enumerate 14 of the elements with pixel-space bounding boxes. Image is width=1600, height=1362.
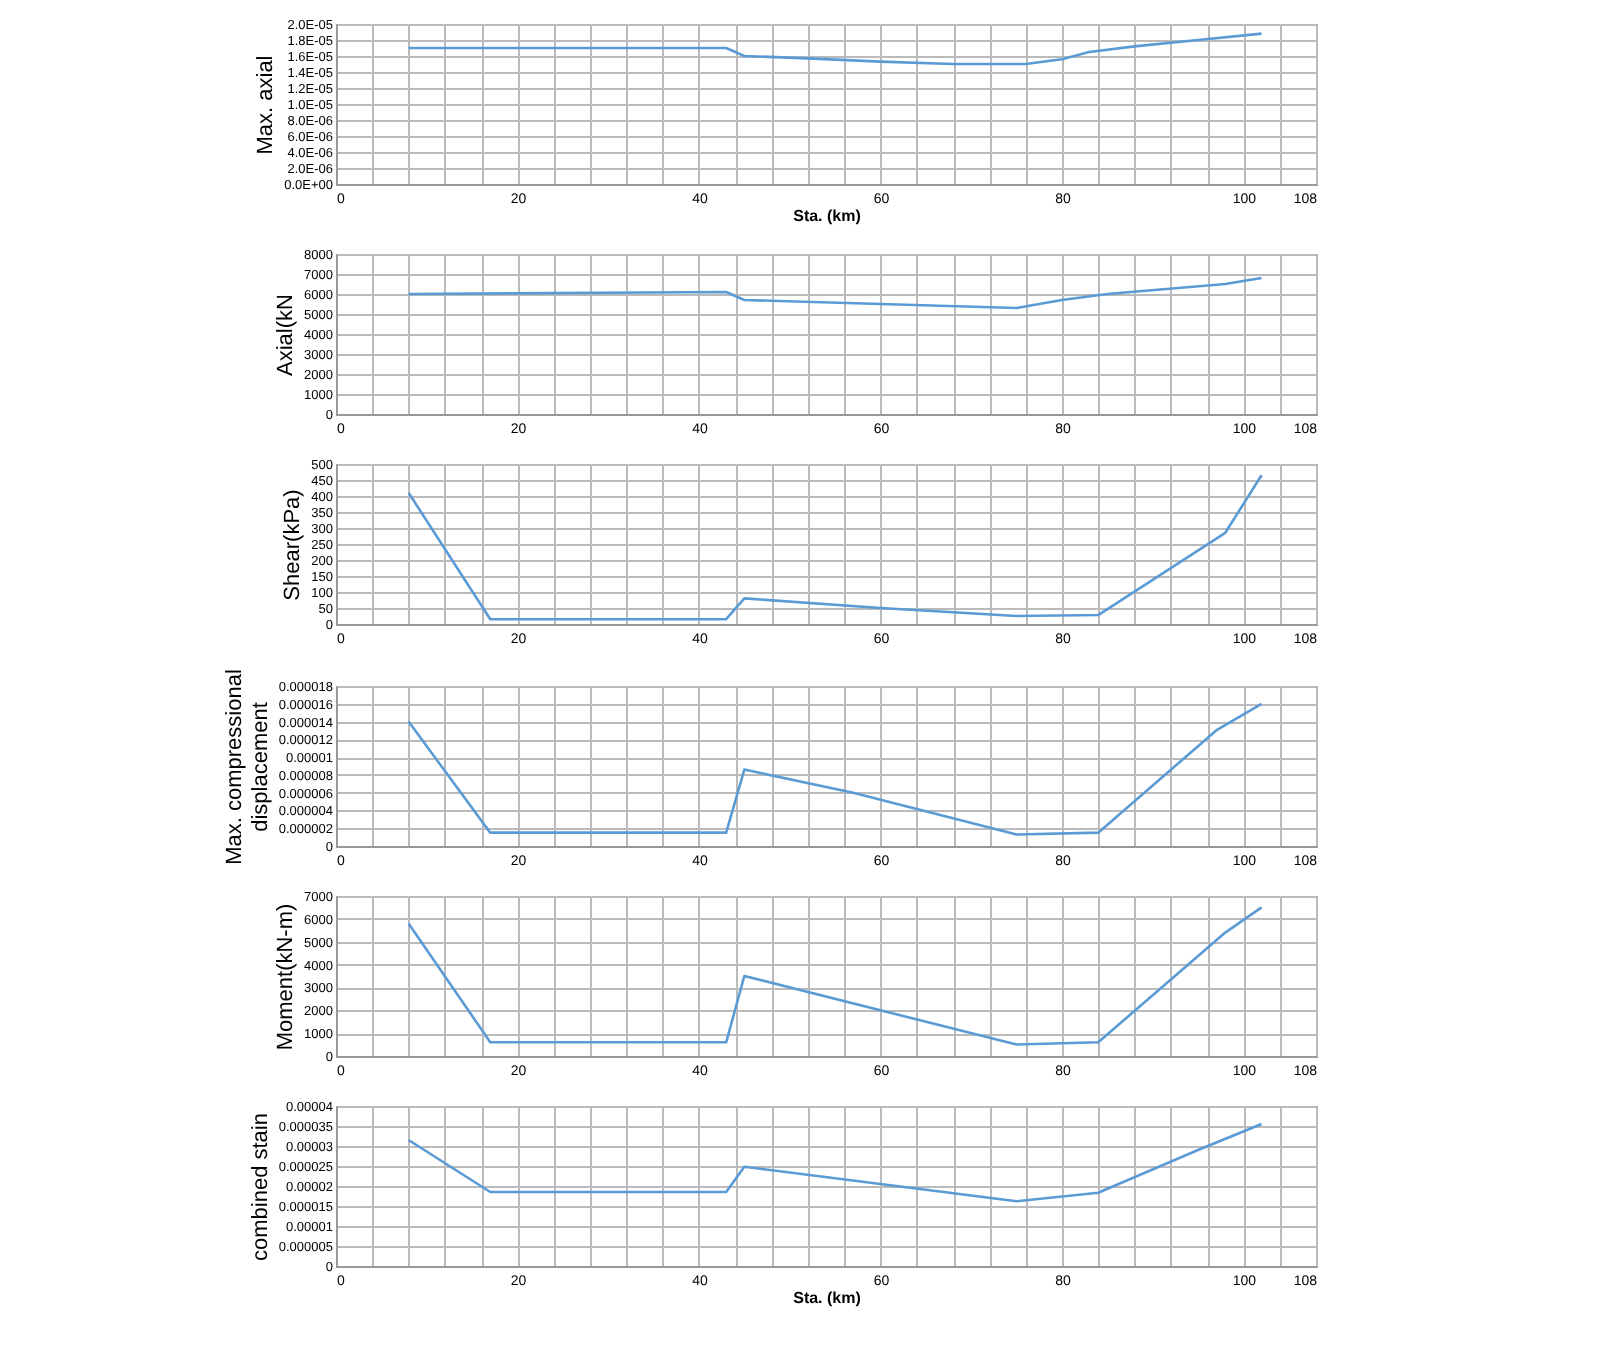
line-series: [407, 32, 1263, 66]
y-axis-title: Max. axial: [254, 55, 279, 155]
line-series: [407, 702, 1263, 836]
x-axis-title: Sta. (km): [793, 207, 862, 225]
y-axis-title: Axial(kN: [274, 293, 299, 376]
y-axis-title: Shear(kPa): [281, 489, 306, 601]
line-series: [407, 276, 1263, 310]
line-series: [407, 906, 1263, 1046]
line-series: [407, 1122, 1263, 1203]
y-axis-title: combined stain: [248, 1113, 273, 1261]
y-axis-title: Max. compressional displacement: [222, 669, 273, 865]
x-axis-title: Sta. (km): [793, 1289, 862, 1307]
y-axis-title: Moment(kN-m): [274, 903, 299, 1051]
line-series: [407, 473, 1263, 621]
